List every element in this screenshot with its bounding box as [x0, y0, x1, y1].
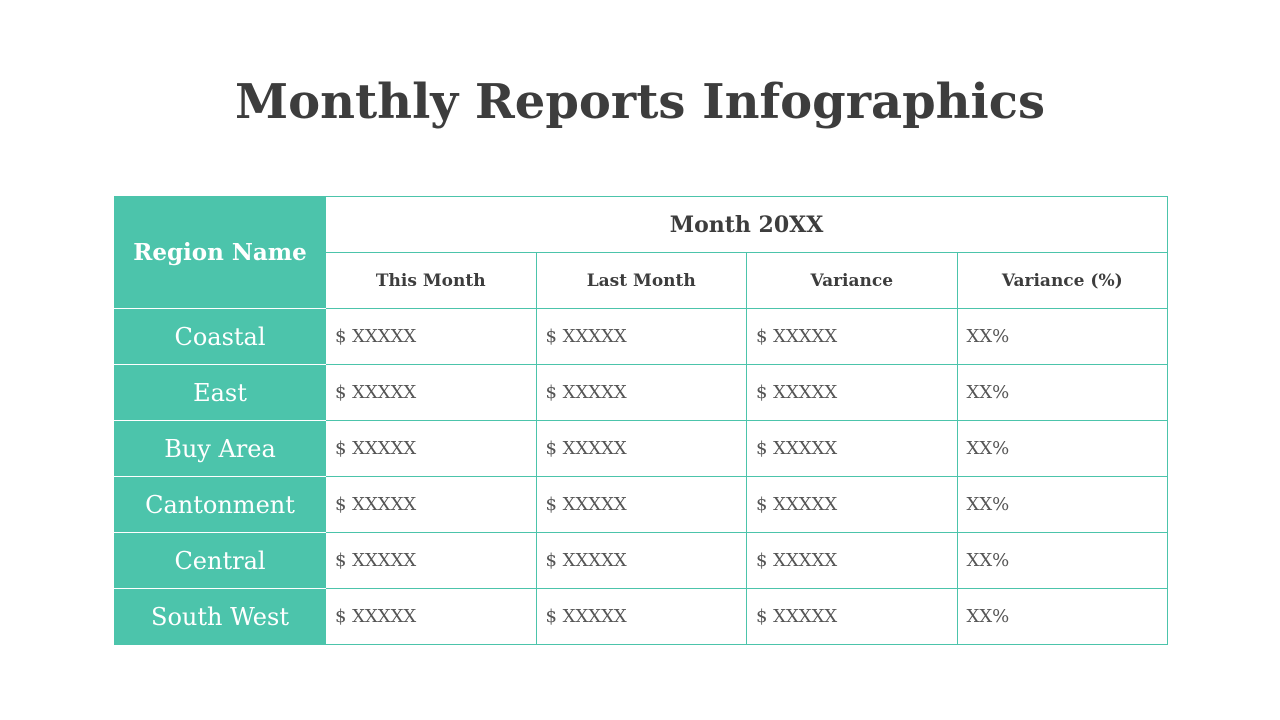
last-month-cell: $ XXXXX — [535, 476, 747, 533]
this-month-cell: $ XXXXX — [325, 308, 537, 365]
table-row: Central $ XXXXX $ XXXXX $ XXXXX XX% — [114, 532, 1169, 589]
column-header-this-month: This Month — [325, 252, 537, 309]
header-row-month: Region Name Month 20XX — [114, 196, 1169, 309]
region-name-header: Region Name — [114, 196, 326, 309]
variance-cell: $ XXXXX — [746, 308, 958, 365]
last-month-cell: $ XXXXX — [535, 420, 747, 477]
variance-percent-cell: XX% — [956, 308, 1169, 365]
this-month-cell: $ XXXXX — [325, 532, 537, 589]
column-header-variance-percent: Variance (%) — [956, 252, 1169, 309]
this-month-cell: $ XXXXX — [325, 476, 537, 533]
column-header-variance: Variance — [746, 252, 958, 309]
variance-cell: $ XXXXX — [746, 420, 958, 477]
last-month-cell: $ XXXXX — [535, 364, 747, 421]
header-row-columns: This Month Last Month Variance Variance … — [115, 252, 1169, 309]
report-table: Region Name Month 20XX This Month Last M… — [114, 196, 1169, 645]
table-row: East $ XXXXX $ XXXXX $ XXXXX XX% — [114, 364, 1169, 421]
table-row: Coastal $ XXXXX $ XXXXX $ XXXXX XX% — [114, 308, 1169, 365]
table-row: South West $ XXXXX $ XXXXX $ XXXXX XX% — [114, 588, 1169, 645]
variance-cell: $ XXXXX — [746, 476, 958, 533]
this-month-cell: $ XXXXX — [325, 364, 537, 421]
variance-cell: $ XXXXX — [746, 532, 958, 589]
region-cell: Central — [114, 532, 326, 589]
variance-cell: $ XXXXX — [746, 364, 958, 421]
table-row: Cantonment $ XXXXX $ XXXXX $ XXXXX XX% — [114, 476, 1169, 533]
last-month-cell: $ XXXXX — [535, 532, 747, 589]
last-month-cell: $ XXXXX — [535, 588, 747, 645]
variance-percent-cell: XX% — [956, 532, 1169, 589]
variance-percent-cell: XX% — [956, 588, 1169, 645]
variance-cell: $ XXXXX — [746, 588, 958, 645]
page-title: Monthly Reports Infographics — [234, 74, 1046, 130]
table-row: Buy Area $ XXXXX $ XXXXX $ XXXXX XX% — [114, 420, 1169, 477]
region-cell: East — [114, 364, 326, 421]
variance-percent-cell: XX% — [956, 364, 1169, 421]
region-cell: South West — [114, 588, 326, 645]
region-cell: Cantonment — [114, 476, 326, 533]
this-month-cell: $ XXXXX — [325, 588, 537, 645]
variance-percent-cell: XX% — [956, 476, 1169, 533]
month-header: Month 20XX — [324, 196, 1169, 253]
region-cell: Buy Area — [114, 420, 326, 477]
variance-percent-cell: XX% — [956, 420, 1169, 477]
this-month-cell: $ XXXXX — [325, 420, 537, 477]
region-cell: Coastal — [114, 308, 326, 365]
last-month-cell: $ XXXXX — [535, 308, 747, 365]
column-header-last-month: Last Month — [535, 252, 747, 309]
